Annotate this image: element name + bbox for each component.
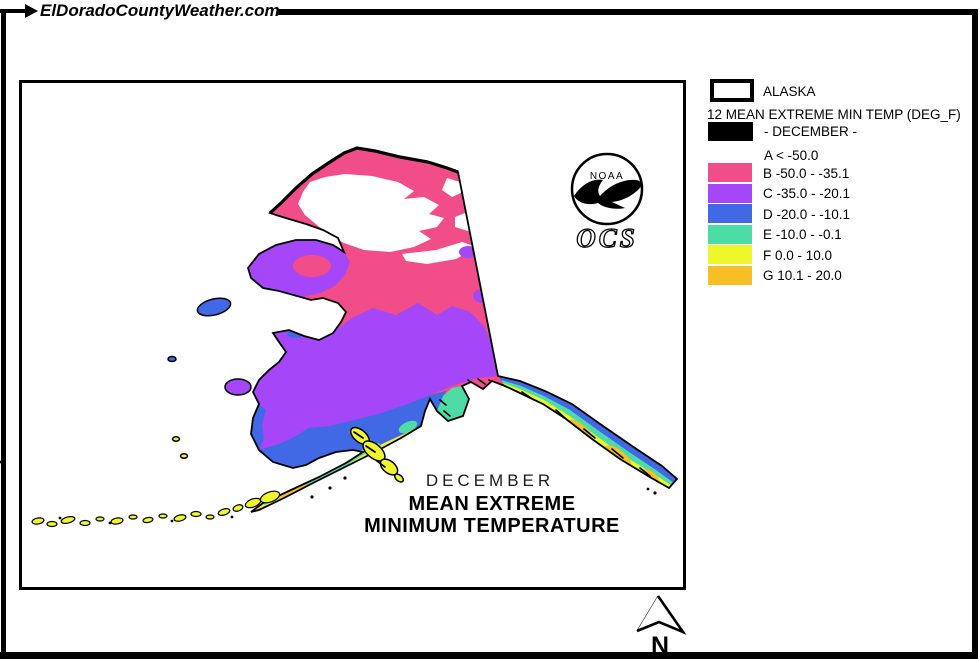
- legend-alaska-swatch: [710, 79, 754, 102]
- header-rule-left: [0, 9, 25, 13]
- legend-subtitle: - DECEMBER -: [764, 124, 858, 139]
- map-title-line3: MINIMUM TEMPERATURE: [364, 515, 620, 537]
- legend-class-label-c: C -35.0 - -20.1: [763, 186, 851, 201]
- header-rule-right: [278, 9, 973, 15]
- legend-subtitle-swatch: [708, 122, 753, 141]
- legend-swatch-e: [708, 225, 752, 244]
- legend-class-label-a: A < -50.0: [764, 148, 819, 163]
- page-border-bottom: [0, 652, 978, 659]
- map-title-month: DECEMBER: [425, 471, 555, 490]
- legend-class-label-e: E -10.0 - -0.1: [763, 227, 842, 242]
- legend-class-label-f: F 0.0 - 10.0: [763, 248, 833, 263]
- north-arrow: N: [636, 595, 687, 660]
- legend-swatch-d: [708, 204, 752, 223]
- page-border-left: [1, 9, 6, 658]
- legend-layer-title: 12 MEAN EXTREME MIN TEMP (DEG_F): [707, 107, 961, 122]
- legend-class-label-g: G 10.1 - 20.0: [763, 268, 842, 283]
- page-border-right: [972, 9, 978, 658]
- legend-swatch-b: [708, 163, 752, 182]
- map-title-line2: MEAN EXTREME: [408, 493, 576, 515]
- header-arrow-icon: [25, 4, 38, 18]
- site-logo[interactable]: ElDoradoCountyWeather.com: [40, 1, 280, 20]
- legend-swatch-c: [708, 184, 752, 203]
- legend-class-label-b: B -50.0 - -35.1: [763, 166, 850, 181]
- legend-swatch-f: [708, 245, 752, 264]
- legend-class-label-d: D -20.0 - -10.1: [763, 207, 851, 222]
- legend-region-label: ALASKA: [763, 84, 816, 99]
- legend-swatch-g: [708, 266, 752, 285]
